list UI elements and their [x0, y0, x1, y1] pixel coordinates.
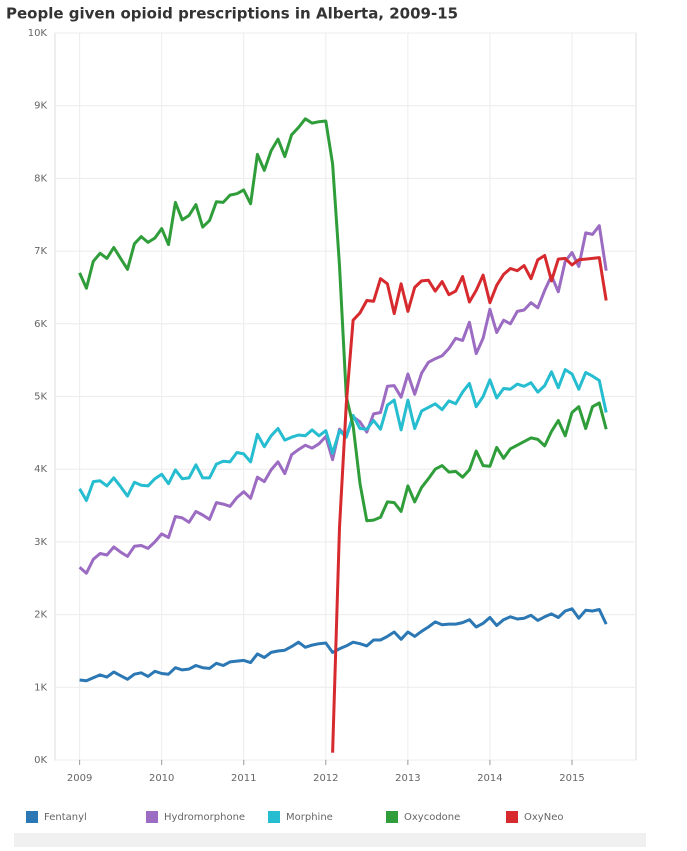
y-tick-label: 8K: [34, 173, 47, 184]
legend-swatch: [26, 811, 38, 823]
series-line: [78, 368, 608, 502]
x-tick-label: 2009: [67, 773, 92, 784]
legend-label: OxyNeo: [524, 812, 563, 823]
x-tick-label: 2014: [477, 773, 502, 784]
y-tick-label: 2K: [34, 610, 47, 621]
y-tick-label: 4K: [34, 464, 47, 475]
x-tick-label: 2012: [313, 773, 338, 784]
y-tick-label: 3K: [34, 537, 47, 548]
chart-title: People given opioid prescriptions in Alb…: [6, 5, 458, 23]
series-line: [79, 607, 608, 683]
y-tick-label: 7K: [34, 246, 47, 257]
legend-swatch: [386, 811, 398, 823]
legend-label: Morphine: [286, 812, 333, 823]
legend-swatch: [268, 811, 280, 823]
y-tick-label: 6K: [34, 319, 47, 330]
y-tick-label: 5K: [34, 392, 47, 403]
y-tick-label: 1K: [34, 682, 47, 693]
y-tick-label: 9K: [34, 101, 47, 112]
legend-swatch: [146, 811, 158, 823]
legend-label: Fentanyl: [44, 812, 87, 823]
legend-label: Oxycodone: [404, 812, 460, 823]
x-tick-label: 2013: [395, 773, 420, 784]
y-tick-label: 10K: [28, 28, 48, 39]
y-tick-label: 0K: [34, 755, 47, 766]
series-line: [331, 254, 608, 753]
x-tick-label: 2015: [559, 773, 584, 784]
footer-bar: [14, 833, 646, 847]
x-tick-label: 2011: [231, 773, 256, 784]
x-tick-label: 2010: [149, 773, 174, 784]
series-line: [78, 117, 608, 523]
legend-label: Hydromorphone: [164, 812, 245, 823]
series-line: [78, 224, 608, 575]
legend-swatch: [506, 811, 518, 823]
